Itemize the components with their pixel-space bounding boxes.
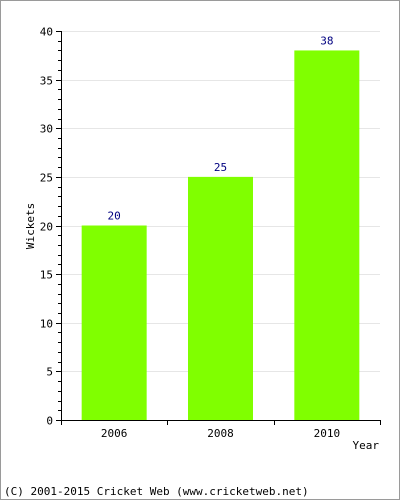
copyright-text: (C) 2001-2015 Cricket Web (www.cricketwe… [4,485,309,498]
y-tick-label: 25 [40,172,53,185]
x-tick-label: 2006 [101,427,128,440]
bar-data-label: 25 [214,161,227,174]
y-tick-label: 35 [40,75,53,88]
bar [294,50,360,420]
y-axis-title: Wickets [24,203,37,249]
y-tick-label: 0 [46,415,53,428]
y-tick-label: 5 [46,366,53,379]
data-labels: 20 25 38 [108,34,334,222]
bar [188,176,253,420]
y-tick-label: 10 [40,318,53,331]
y-tick-label: 15 [40,269,53,282]
y-tick-label: 20 [40,221,53,234]
axes: 0 5 10 15 20 25 30 35 40 2006 2008 2010 [40,26,381,440]
bars [81,50,360,420]
y-tick-label: 40 [40,26,53,39]
bar-data-label: 38 [320,34,333,47]
x-axis-title: Year [353,439,380,452]
y-tick-label: 30 [40,123,53,136]
bar-data-label: 20 [108,210,121,223]
x-tick-label: 2008 [207,427,234,440]
bar [81,225,147,420]
x-tick-label: 2010 [314,427,341,440]
